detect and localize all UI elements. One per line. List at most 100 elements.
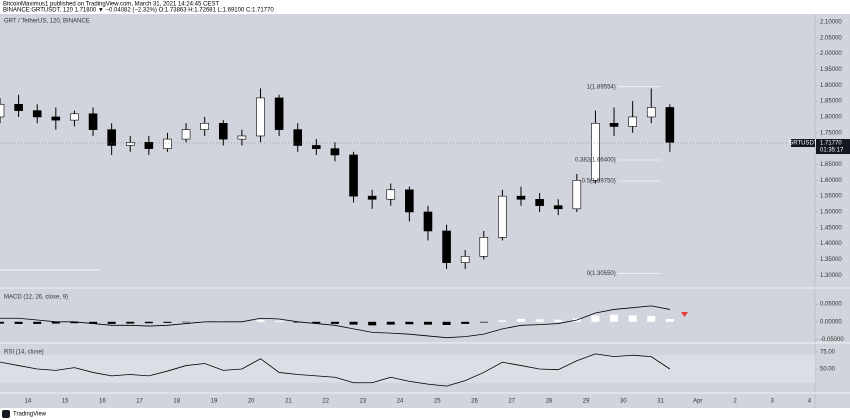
x-tick-label: 25 [434,399,441,405]
y-tick-label: 1.35000 [820,257,842,263]
pane-title: RSI (14, close) [4,350,44,356]
candle-body [665,107,675,143]
x-tick-label: 14 [25,399,32,405]
header-bg [0,0,850,14]
macd-histogram-bar [665,318,674,322]
macd-histogram-bar [591,315,600,322]
macd-histogram-bar [70,321,79,324]
macd-histogram-bar [107,321,116,324]
y-tick-label: 1.80000 [820,115,842,121]
macd-histogram-bar [386,321,395,325]
x-tick-label: 31 [657,399,664,405]
candle-body [646,107,656,118]
candle-body [367,195,377,200]
macd-histogram-bar [33,321,42,324]
footer-bg [0,408,850,420]
y-tick-label: 1.65000 [820,162,842,168]
chart-bg [0,14,850,408]
candle-body [88,113,98,130]
x-tick-label: 4 [808,399,812,405]
y-tick-label: 1.50000 [820,210,842,216]
brand-logo [2,410,10,418]
symbol-tag-text: GRTUSDT [789,141,818,147]
macd-histogram-bar [479,321,488,323]
candle-body [405,189,414,213]
candle-body [572,180,582,210]
candle-body [125,141,135,146]
x-tick-label: 17 [136,399,143,405]
macd-histogram-bar [0,321,4,324]
macd-histogram-bar [554,319,563,322]
countdown-text: 01:35:17 [820,148,844,154]
candle-body [330,148,340,156]
brand: TradingView [13,412,47,418]
macd-histogram-bar [163,321,172,323]
macd-histogram-bar [628,315,637,322]
candle-body [386,189,396,200]
y-tick-label: 0.00000 [820,319,842,325]
x-tick-label: 26 [471,399,478,405]
y-tick-label: 1.85000 [820,99,842,105]
candle-body [479,237,489,257]
candle-body [163,138,172,149]
candle-body [312,145,321,149]
y-tick-label: -0.05000 [820,337,844,343]
macd-histogram-bar [461,321,470,324]
y-tick-label: 2.05000 [820,35,842,41]
candle-body [535,199,544,206]
x-tick-label: 24 [397,399,404,405]
signal-marker [681,312,688,317]
y-tick-label: 1.90000 [820,83,842,89]
price-tag-text: 1.71770 [820,141,842,147]
macd-histogram-bar [89,321,98,324]
y-tick-label: 1.40000 [820,241,842,247]
x-tick-label: 23 [359,399,366,405]
macd-histogram-bar [182,321,191,323]
macd-histogram-bar [517,318,526,322]
macd-histogram-bar [498,320,507,322]
macd-histogram-bar [535,319,544,322]
y-tick-label: 2.10000 [820,19,842,25]
macd-histogram-bar [368,321,377,326]
candle-body [32,110,42,118]
y-tick-label: 2.00000 [820,51,842,57]
candle-body [256,97,265,137]
macd-histogram-bar [51,321,60,324]
candle-body [107,129,116,146]
candle-body [349,154,358,197]
macd-histogram-bar [275,320,284,322]
x-tick-label: 29 [583,399,590,405]
candle-body [274,97,284,130]
macd-histogram-bar [256,320,265,322]
pane-title: MACD (12, 26, close, 9) [4,295,68,301]
macd-line [0,305,670,339]
candle-body [200,122,209,130]
macd-histogram-bar [423,321,432,325]
y-tick-label: 1.55000 [820,194,842,200]
header-line2: BINANCE:GRTUSDT, 120 1.71800 ▼ −0.04082 … [3,8,274,14]
candle-body [442,230,451,263]
candle-body [609,122,619,127]
macd-histogram-bar [14,321,23,324]
y-tick-label: 1.75000 [820,130,842,136]
x-tick-label: 30 [620,399,627,405]
pane-title: GRT / TetherUS, 120, BINANCE [4,19,90,25]
candle-body [0,103,5,118]
x-tick-label: 20 [248,399,255,405]
candle-body [14,103,23,111]
x-tick-label: 2 [733,399,737,405]
x-tick-label: 22 [322,399,329,405]
macd-histogram-bar [126,321,135,324]
candle-body [553,205,563,210]
candle-body [70,113,79,121]
y-tick-label: 1.30000 [820,273,842,279]
candle-body [144,141,154,149]
candle-body [51,116,61,121]
x-tick-label: 3 [771,399,775,405]
fib-label: 0(1.30550) [587,271,616,277]
symbol-tag [791,139,815,148]
y-tick-label: 0.05000 [820,302,842,308]
candle-body [237,135,247,140]
candle-body [516,195,526,200]
